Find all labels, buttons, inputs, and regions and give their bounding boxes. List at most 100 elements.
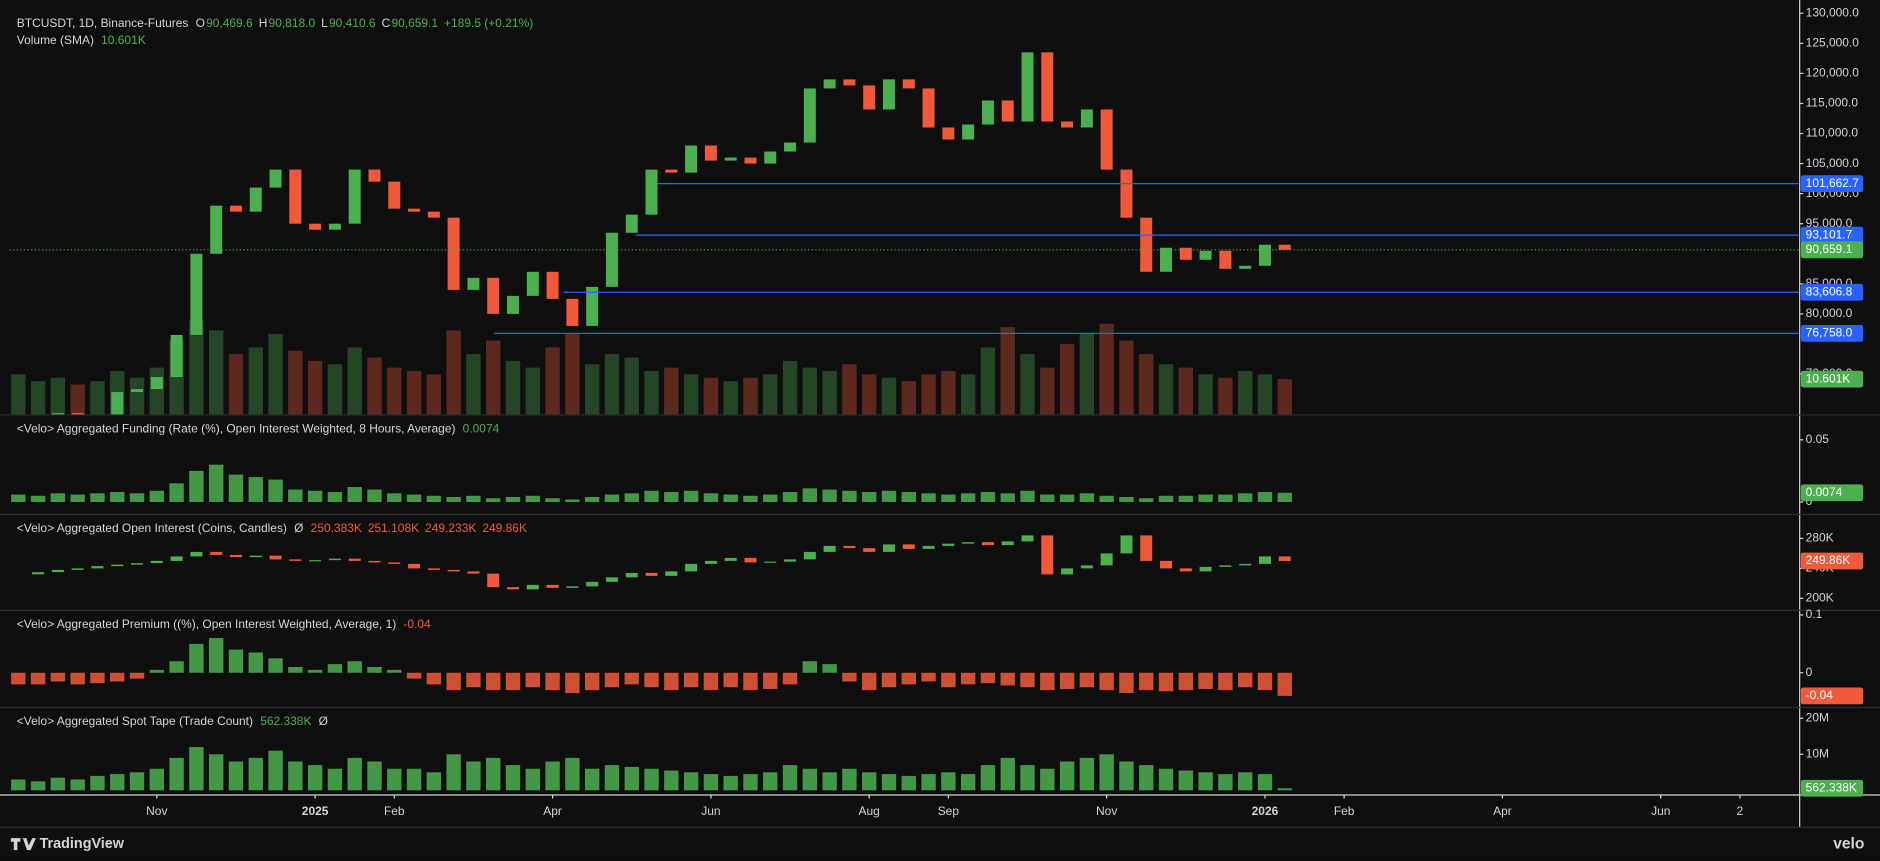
bar [486,757,501,791]
candle [1219,250,1232,269]
bar [901,672,916,685]
bar [941,772,956,791]
bar [347,487,362,502]
bar [208,464,224,502]
bar [545,672,560,691]
last-value-label: 249.86K [1806,553,1851,567]
bar [406,768,422,791]
candle [843,545,856,549]
volume-bar [1099,323,1114,415]
x-tick-label: Jun [1651,804,1670,818]
bar [110,492,125,502]
candle [526,271,539,296]
candle [467,277,480,290]
candle [111,392,124,415]
candle [309,223,322,230]
candle [823,545,836,552]
volume-bar [1059,343,1075,415]
candle [1021,52,1034,122]
bar [743,495,758,502]
bar [268,479,283,502]
candle [942,543,955,546]
x-tick-label: 2025 [302,804,329,818]
x-tick-label: 2 [1737,804,1744,818]
candle [131,389,144,393]
candle [507,587,520,590]
bar [763,772,778,791]
bar [763,672,778,689]
candle [1219,565,1232,567]
bar [525,672,540,688]
legend-value: 90,659.1 [391,16,438,30]
bar [901,492,916,502]
candle [111,564,124,567]
legend-title: BTCUSDT, 1D, Binance-Futures [17,16,189,30]
x-tick-label: Aug [859,804,880,818]
volume-bar [980,347,996,415]
legend-value: 250.383K [311,521,362,535]
level-label-bg [1800,325,1864,342]
volume-bar [1277,379,1292,415]
bar [624,672,639,685]
bar [327,492,343,502]
bar [50,777,66,791]
volume-bar [901,381,916,415]
candle [685,563,698,572]
legend-key: O [196,16,205,30]
bar [1198,672,1213,689]
volume-last-label: 10.601K [1806,371,1851,385]
volume-bar [604,354,620,415]
candle [764,561,777,563]
volume-bar [723,381,738,415]
pane-plot [32,535,1291,590]
bar [921,493,936,502]
level-label: 101,662.7 [1806,176,1860,190]
bar [1000,672,1015,686]
candle [1001,100,1014,122]
candle [962,124,975,140]
volume-bar [921,374,936,415]
y-tick-label: 280K [1806,531,1834,545]
bar [149,669,165,673]
bar [1119,672,1134,694]
candle [427,211,440,218]
pane-plot [11,747,1292,791]
bar [149,768,165,791]
legend-value: 249.86K [482,521,527,535]
bar [1277,672,1292,696]
bar [565,672,580,694]
bar [1198,494,1213,502]
bar [70,779,85,791]
bar [1257,492,1273,502]
candle [566,298,579,326]
bar [604,672,620,688]
bar [446,754,461,791]
bar [980,492,996,502]
volume-bar [406,371,422,415]
bar [1099,672,1114,691]
legend-title: <Velo> Aggregated Funding (Rate (%), Ope… [17,421,456,435]
y-tick-label: 95,000.0 [1806,216,1853,230]
bar [1079,672,1095,688]
candle [328,223,341,230]
candle [309,560,322,562]
candle [249,187,262,212]
bar [723,672,738,688]
bar [664,492,679,502]
candle [150,560,163,564]
candle [981,100,994,125]
candle [546,271,559,299]
candle [784,559,797,562]
x-tick-label: Feb [384,804,405,818]
volume-bar [545,347,560,415]
bar [1158,672,1174,692]
y-tick-label: 0.05 [1806,432,1830,446]
bar [723,775,738,791]
legend-key: H [259,16,268,30]
tradingview-logo[interactable]: TradingView [10,836,125,852]
volume-bar [347,347,362,415]
candle [487,277,500,314]
candle [625,572,638,578]
candle [665,571,678,576]
volume-bar [1139,354,1154,415]
